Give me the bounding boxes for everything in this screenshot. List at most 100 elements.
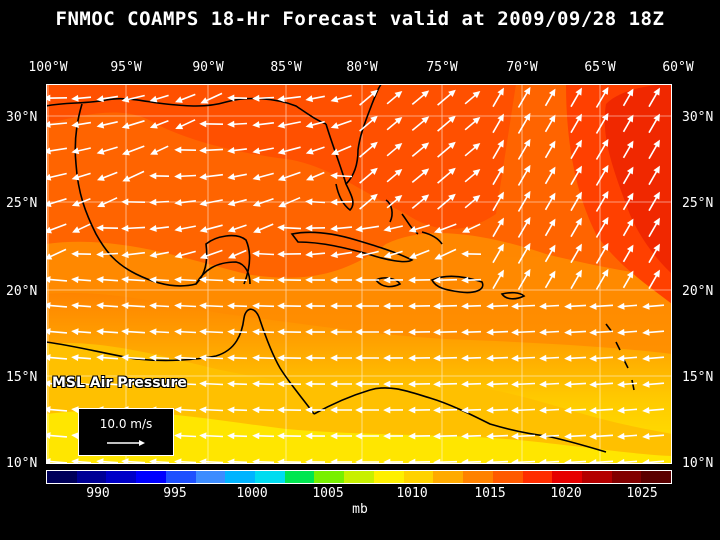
wind-arrowhead bbox=[564, 406, 572, 414]
wind-arrowhead bbox=[227, 120, 235, 128]
wind-arrowhead bbox=[601, 190, 609, 199]
wind-arrowhead bbox=[462, 226, 471, 233]
colorbar-tick: 1025 bbox=[626, 486, 658, 501]
lon-label: 65°W bbox=[584, 60, 616, 75]
wind-arrowhead bbox=[548, 88, 556, 97]
wind-arrowhead bbox=[227, 432, 235, 440]
lat-label-right: 20°N bbox=[682, 284, 714, 299]
wind-arrowhead bbox=[174, 276, 182, 284]
wind-arrowhead bbox=[199, 302, 207, 310]
wind-arrowhead bbox=[433, 432, 441, 440]
wind-arrowhead bbox=[277, 121, 286, 129]
wind-arrowhead bbox=[653, 87, 660, 96]
colorbar-unit: mb bbox=[352, 502, 368, 517]
wind-arrowhead bbox=[174, 354, 182, 362]
wind-arrowhead bbox=[383, 406, 391, 414]
wind-arrowhead bbox=[511, 380, 519, 388]
wind-arrowhead bbox=[71, 121, 79, 129]
wind-arrowhead bbox=[383, 251, 392, 259]
wind-arrowhead bbox=[497, 139, 504, 148]
wind-arrowhead bbox=[149, 354, 157, 362]
wind-arrowhead bbox=[71, 354, 79, 362]
wind-arrowhead bbox=[96, 380, 104, 388]
wind-arrowhead bbox=[174, 172, 182, 180]
wind-arrowhead bbox=[71, 302, 79, 310]
wind-arrowhead bbox=[461, 302, 469, 310]
wind-arrowhead bbox=[486, 354, 494, 362]
wind-arrowhead bbox=[46, 173, 52, 181]
colorbar-swatch bbox=[522, 471, 553, 483]
wind-arrowhead bbox=[626, 114, 634, 123]
wind-arrowhead bbox=[305, 302, 313, 310]
wind-arrowhead bbox=[277, 224, 285, 232]
wind-arrowhead bbox=[149, 172, 157, 180]
wind-arrowhead bbox=[575, 243, 582, 252]
wind-arrowhead bbox=[548, 140, 556, 149]
wind-arrowhead bbox=[408, 354, 416, 362]
wind-arrowhead bbox=[71, 276, 79, 284]
wind-arrowhead bbox=[626, 270, 634, 279]
wind-arrowhead bbox=[149, 380, 157, 388]
map-frame bbox=[46, 84, 672, 464]
wind-arrowhead bbox=[121, 328, 129, 336]
wind-arrowhead bbox=[199, 458, 207, 464]
wind-arrowhead bbox=[461, 354, 469, 362]
wind-arrowhead bbox=[370, 193, 378, 201]
wind-arrowhead bbox=[548, 270, 556, 279]
wind-arrowhead bbox=[589, 355, 597, 362]
field-label: MSL Air Pressure bbox=[52, 375, 187, 391]
wind-arrowhead bbox=[548, 244, 556, 253]
wind-arrowhead bbox=[408, 328, 416, 336]
wind-arrowhead bbox=[486, 328, 494, 336]
wind-arrowhead bbox=[564, 432, 572, 440]
wind-arrowhead bbox=[97, 174, 105, 181]
wind-arrowhead bbox=[589, 407, 597, 414]
wind-arrowhead bbox=[46, 226, 52, 234]
wind-arrowhead bbox=[121, 276, 129, 284]
wind-arrowhead bbox=[277, 148, 286, 155]
colorbar-swatch bbox=[463, 471, 493, 483]
wind-arrowhead bbox=[227, 94, 235, 102]
wind-arrowhead bbox=[71, 94, 79, 102]
wind-arrowhead bbox=[448, 141, 456, 149]
wind-arrowhead bbox=[564, 380, 572, 388]
wind-arrowhead bbox=[149, 302, 157, 310]
wind-arrowhead bbox=[46, 253, 53, 260]
wind-arrowhead bbox=[601, 268, 609, 277]
wind-arrowhead bbox=[227, 380, 235, 388]
wind-arrowhead bbox=[227, 354, 235, 362]
wind-arrowhead bbox=[601, 242, 609, 251]
wind-arrowhead bbox=[383, 354, 391, 362]
wind-arrowhead bbox=[539, 354, 547, 362]
wind-arrowhead bbox=[408, 432, 416, 440]
wind-arrowhead bbox=[355, 328, 363, 336]
wind-arrowhead bbox=[548, 114, 556, 123]
wind-legend-box: 10.0 m/s bbox=[78, 408, 174, 456]
wind-arrowhead bbox=[121, 224, 129, 232]
wind-arrowhead bbox=[330, 380, 338, 388]
wind-arrowhead bbox=[575, 269, 582, 278]
wind-arrowhead bbox=[305, 95, 314, 103]
wind-arrowhead bbox=[199, 328, 207, 336]
wind-arrowhead bbox=[330, 302, 338, 310]
colorbar-swatch bbox=[195, 471, 226, 483]
wind-arrowhead bbox=[252, 250, 260, 258]
wind-arrowhead bbox=[277, 406, 285, 414]
wind-arrowhead bbox=[305, 328, 313, 336]
wind-arrowhead bbox=[472, 195, 481, 203]
yucatan bbox=[195, 261, 251, 285]
wind-arrowhead bbox=[383, 328, 391, 336]
wind-arrowhead bbox=[122, 175, 131, 182]
wind-arrowhead bbox=[277, 380, 285, 388]
wind-arrowhead bbox=[383, 380, 391, 388]
wind-arrowhead bbox=[199, 173, 207, 181]
wind-arrowhead bbox=[121, 198, 129, 206]
wind-arrowhead bbox=[653, 165, 660, 174]
wind-arrowhead bbox=[71, 250, 79, 258]
wind-arrowhead bbox=[394, 169, 403, 177]
wind-arrowhead bbox=[433, 328, 441, 336]
wind-arrowhead bbox=[409, 252, 417, 259]
wind-arrowhead bbox=[277, 302, 285, 310]
colorbar-swatch bbox=[136, 471, 166, 483]
wind-arrowhead bbox=[461, 406, 469, 414]
